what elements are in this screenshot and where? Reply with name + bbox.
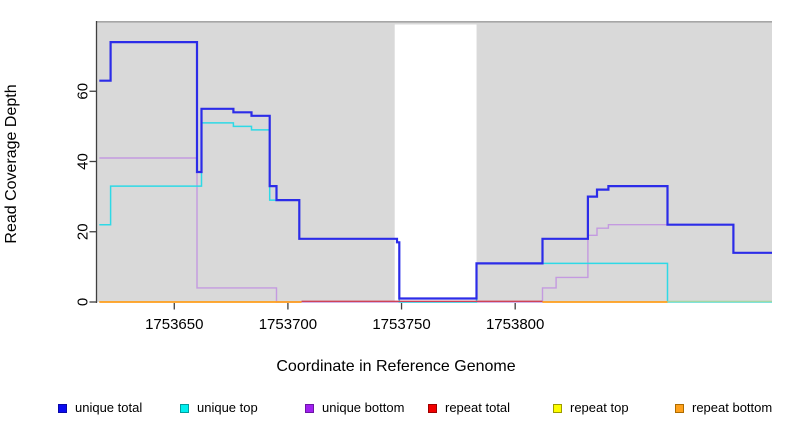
legend-swatch-unique-total bbox=[58, 403, 67, 413]
legend-label: repeat total bbox=[445, 400, 511, 415]
y-tick-label: 0 bbox=[75, 298, 92, 306]
legend-swatch-repeat-total bbox=[428, 403, 437, 413]
legend-item-repeat-bottom: repeat bottom bbox=[675, 400, 772, 416]
legend: unique total unique top unique bottom repea… bbox=[0, 400, 792, 420]
y-tick-label: 20 bbox=[75, 223, 92, 240]
legend-item-repeat-total: repeat total bbox=[428, 400, 510, 416]
x-tick-label: 1753800 bbox=[486, 316, 544, 333]
x-tick-label: 1753650 bbox=[145, 316, 203, 333]
y-tick-label: 60 bbox=[75, 83, 92, 100]
legend-item-unique-top: unique top bbox=[180, 400, 258, 416]
y-tick-label: 40 bbox=[75, 153, 92, 170]
legend-item-unique-bottom: unique bottom bbox=[305, 400, 404, 416]
legend-label: unique total bbox=[75, 400, 143, 415]
legend-item-repeat-top: repeat top bbox=[553, 400, 629, 416]
non-repeat-gap bbox=[394, 24, 477, 302]
legend-label: repeat bottom bbox=[692, 400, 773, 415]
legend-swatch-unique-bottom bbox=[305, 403, 314, 413]
x-axis-title: Coordinate in Reference Genome bbox=[276, 358, 516, 375]
legend-item-unique-total: unique total bbox=[58, 400, 142, 416]
legend-swatch-unique-top bbox=[180, 403, 189, 413]
legend-label: repeat top bbox=[570, 400, 629, 415]
x-tick-label: 1753700 bbox=[259, 316, 317, 333]
y-axis-title: Read Coverage Depth bbox=[3, 84, 20, 244]
legend-label: unique bottom bbox=[322, 400, 405, 415]
series-line-unique-total bbox=[99, 40, 772, 300]
legend-swatch-repeat-top bbox=[553, 403, 562, 413]
legend-swatch-repeat-bottom bbox=[675, 403, 684, 413]
series-line-unique-bottom bbox=[99, 157, 772, 303]
legend-label: unique top bbox=[197, 400, 258, 415]
x-tick-label: 1753750 bbox=[372, 316, 430, 333]
